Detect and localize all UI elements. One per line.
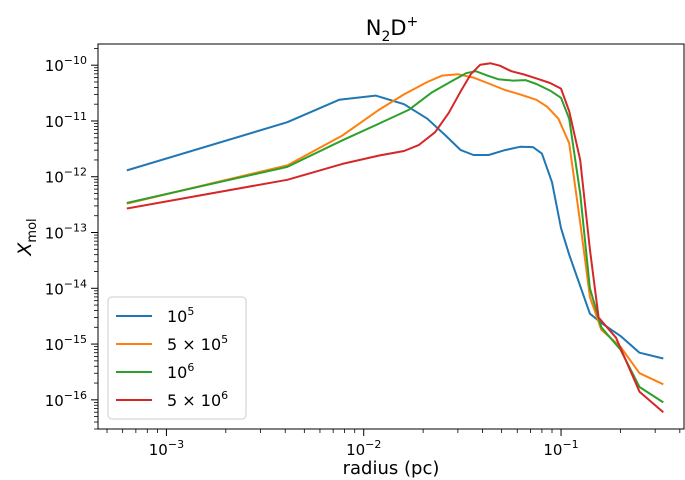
legend-label: 105 <box>167 305 194 326</box>
y-tick-label: 10−10 <box>45 54 87 75</box>
x-axis-ticks: 10−3 10−2 10−1 <box>106 429 681 459</box>
x-tick-label: 10−1 <box>543 438 578 459</box>
legend-entry: 5 × 106 <box>116 389 228 410</box>
y-tick-label: 10−12 <box>45 166 87 187</box>
y-tick-label: 10−15 <box>45 333 87 354</box>
series-line-2 <box>126 73 664 386</box>
legend-label: 5 × 105 <box>167 333 228 354</box>
x-axis-label: radius (pc) <box>343 458 440 479</box>
y-axis-label: Xmol <box>14 218 40 256</box>
legend-entry: 5 × 105 <box>116 333 228 354</box>
legend-entry: 105 <box>116 305 194 326</box>
legend-label: 5 × 106 <box>167 389 228 410</box>
y-tick-label: 10−16 <box>45 389 87 410</box>
series-line-4 <box>126 62 664 413</box>
y-axis-ticks: 10−16 10−15 10−14 10−13 10−12 10−11 10−10 <box>45 48 98 430</box>
x-tick-label: 10−2 <box>346 438 381 459</box>
legend-entry: 106 <box>116 361 194 382</box>
y-tick-label: 10−13 <box>45 222 87 243</box>
x-tick-label: 10−3 <box>149 438 184 459</box>
axes-frame <box>97 43 685 430</box>
y-tick-label: 10−14 <box>45 277 87 298</box>
legend-frame <box>107 296 247 420</box>
legend: 105 5 × 105 106 5 × 106 <box>107 296 247 420</box>
series-line-3 <box>126 70 664 404</box>
legend-label: 106 <box>167 361 194 382</box>
series-lines <box>126 62 664 413</box>
chart-title: N2D+ <box>366 14 419 45</box>
y-tick-label: 10−11 <box>45 110 87 131</box>
